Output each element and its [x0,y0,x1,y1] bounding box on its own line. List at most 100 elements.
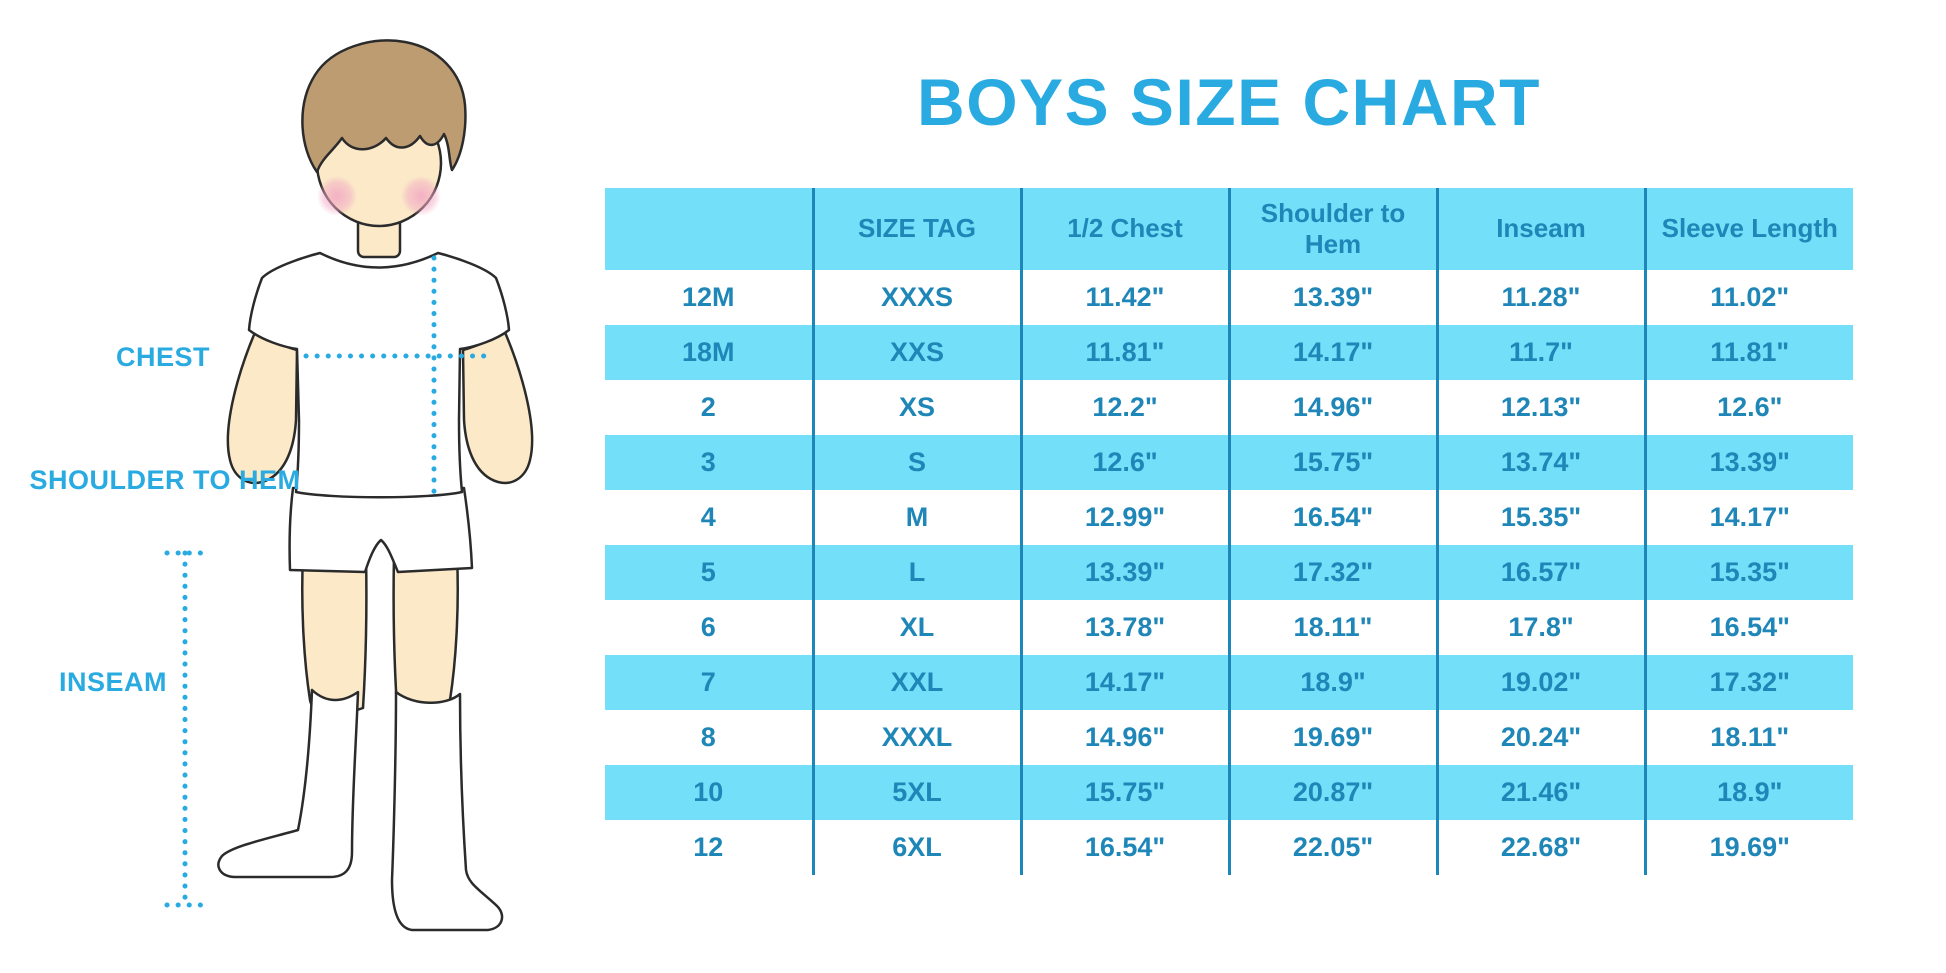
table-cell: XXXS [811,270,1021,325]
table-cell: 18.11" [1643,710,1853,765]
header-cell-half-chest: 1/2 Chest [1019,188,1229,270]
chart-panel: BOYS SIZE CHART SIZE TAG 1/2 Chest Shoul… [605,0,1853,875]
table-cell: XL [811,600,1021,655]
table-row: 4 M 12.99" 16.54" 15.35" 14.17" [605,490,1853,545]
table-cell: 20.87" [1227,765,1437,820]
boy-shorts [288,486,474,574]
table-cell: 6 [700,612,716,642]
table-cell: XS [811,380,1021,435]
size-table-header: SIZE TAG 1/2 Chest Shoulder to Hem Insea… [605,188,1853,270]
table-row: 7 XXL 14.17" 18.9" 19.02" 17.32" [605,655,1853,710]
table-cell: 3 [700,447,716,477]
boy-right-arm [461,328,534,485]
table-cell: 18.9" [1643,765,1853,820]
table-cell: 12M [681,282,735,312]
table-cell: 12.2" [1019,380,1229,435]
header-row: SIZE TAG 1/2 Chest Shoulder to Hem Insea… [605,188,1853,270]
table-cell: 11.81" [1019,325,1229,380]
table-row: 12 6XL 16.54" 22.05" 22.68" 19.69" [605,820,1853,875]
header-cell-blank [605,188,813,270]
table-cell: 13.74" [1435,435,1645,490]
header-cell-sleeve-length: Sleeve Length [1643,188,1853,270]
boy-left-arm [226,328,299,485]
table-cell: 11.7" [1435,325,1645,380]
boy-hair [301,39,467,174]
table-cell: 13.39" [1227,270,1437,325]
table-cell: 12.6" [1643,380,1853,435]
table-cell: 18.9" [1227,655,1437,710]
boy-right-sock [390,690,504,932]
table-cell: 14.17" [1019,655,1229,710]
table-cell: S [811,435,1021,490]
table-cell: 5XL [811,765,1021,820]
shoulder-to-hem-label: SHOULDER TO HEM [29,465,300,495]
table-cell: 17.8" [1435,600,1645,655]
table-cell: L [811,545,1021,600]
table-cell: 16.54" [1227,490,1437,545]
table-cell: 14.17" [1643,490,1853,545]
table-cell: 11.42" [1019,270,1229,325]
table-cell: 12 [693,832,724,862]
size-table: SIZE TAG 1/2 Chest Shoulder to Hem Insea… [605,188,1853,875]
table-cell: 19.69" [1227,710,1437,765]
table-row: 8 XXXL 14.96" 19.69" 20.24" 18.11" [605,710,1853,765]
boy-illustration: CHEST SHOULDER TO HEM INSEAM [29,39,534,932]
table-cell: 11.81" [1643,325,1853,380]
table-cell: 20.24" [1435,710,1645,765]
table-cell: 16.57" [1435,545,1645,600]
boy-tshirt [247,251,511,499]
table-row: 6 XL 13.78" 18.11" 17.8" 16.54" [605,600,1853,655]
table-cell: 21.46" [1435,765,1645,820]
table-cell: 17.32" [1643,655,1853,710]
table-cell: 11.02" [1643,270,1853,325]
table-row: 2 XS 12.2" 14.96" 12.13" 12.6" [605,380,1853,435]
table-cell: 6XL [811,820,1021,875]
table-cell: 22.05" [1227,820,1437,875]
table-cell: 8 [700,722,716,752]
table-cell: 18M [681,337,735,367]
table-cell: XXXL [811,710,1021,765]
table-cell: 14.96" [1019,710,1229,765]
table-cell: 13.39" [1019,545,1229,600]
table-cell: 16.54" [1643,600,1853,655]
table-row: 18M XXS 11.81" 14.17" 11.7" 11.81" [605,325,1853,380]
boy-right-cheek [401,176,441,216]
table-cell: 10 [693,777,724,807]
table-cell: 2 [700,392,716,422]
chest-label: CHEST [116,342,210,372]
table-cell: XXS [811,325,1021,380]
boy-left-cheek [317,176,357,216]
table-cell: M [811,490,1021,545]
table-cell: XXL [811,655,1021,710]
table-row: 3 S 12.6" 15.75" 13.74" 13.39" [605,435,1853,490]
boy-left-sock [217,688,360,879]
header-cell-size-tag: SIZE TAG [811,188,1021,270]
table-cell: 15.35" [1435,490,1645,545]
table-cell: 15.75" [1019,765,1229,820]
table-cell: 13.78" [1019,600,1229,655]
table-cell: 18.11" [1227,600,1437,655]
table-cell: 22.68" [1435,820,1645,875]
table-cell: 15.75" [1227,435,1437,490]
table-cell: 14.17" [1227,325,1437,380]
table-cell: 11.28" [1435,270,1645,325]
table-row: 12M XXXS 11.42" 13.39" 11.28" 11.02" [605,270,1853,325]
table-cell: 12.6" [1019,435,1229,490]
table-cell: 4 [700,502,716,532]
table-cell: 12.99" [1019,490,1229,545]
boy-right-leg [392,553,459,717]
table-cell: 7 [700,667,716,697]
table-cell: 16.54" [1019,820,1229,875]
table-cell: 5 [700,557,716,587]
table-cell: 13.39" [1643,435,1853,490]
table-cell: 17.32" [1227,545,1437,600]
inseam-label: INSEAM [59,667,167,697]
table-cell: 14.96" [1227,380,1437,435]
header-cell-inseam: Inseam [1435,188,1645,270]
table-cell: 19.69" [1643,820,1853,875]
page-title: BOYS SIZE CHART [917,65,1541,139]
size-table-body: 12M XXXS 11.42" 13.39" 11.28" 11.02" 18M XXS 11.… [605,270,1853,875]
table-row: 5 L 13.39" 17.32" 16.57" 15.35" [605,545,1853,600]
table-cell: 15.35" [1643,545,1853,600]
